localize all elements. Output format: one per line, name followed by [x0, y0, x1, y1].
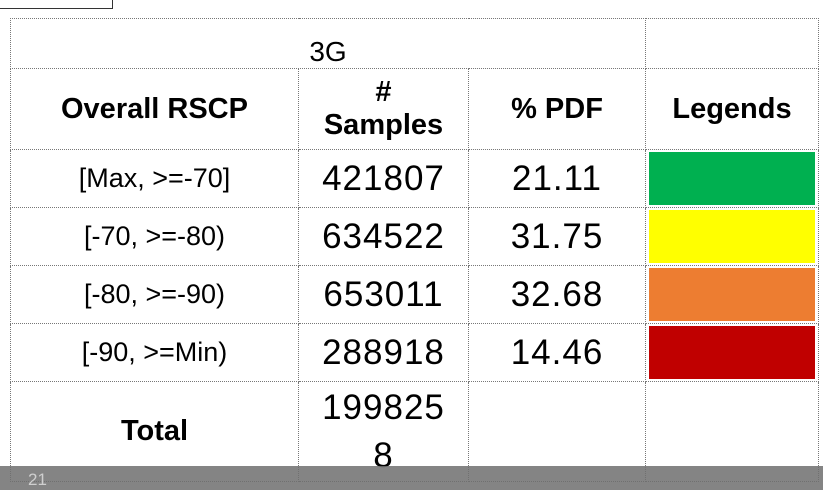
total-samples: 1998258 [322, 387, 445, 475]
samples-cell: 421807 [298, 149, 469, 208]
pdf-cell: 32.68 [468, 265, 646, 324]
legend-cell [645, 149, 819, 208]
header-cell: % PDF [468, 68, 646, 150]
samples-cell: 653011 [298, 265, 469, 324]
page-number: 21 [28, 470, 47, 489]
pdf-cell: 14.46 [468, 323, 646, 382]
data-row: [-80, >=-90) 653011 32.68 [10, 265, 819, 324]
legend-cell [645, 265, 819, 324]
legend-swatch [649, 326, 815, 379]
empty-cell [468, 381, 646, 482]
total-label: Total [10, 381, 299, 482]
header-text: # Samples [323, 76, 444, 141]
legend-swatch [649, 268, 815, 321]
corner-frame [0, 0, 113, 9]
title-row: 3G [10, 18, 819, 69]
header-row: Overall RSCP # Samples % PDF Legends [10, 68, 819, 150]
range-cell: [-90, >=Min) [10, 323, 299, 382]
data-row: [-70, >=-80) 634522 31.75 [10, 207, 819, 266]
range-cell: [Max, >=-70] [10, 149, 299, 208]
legend-swatch [649, 210, 815, 263]
range-cell: [-70, >=-80) [10, 207, 299, 266]
rscp-table: 3G Overall RSCP # Samples % PDF Legends … [10, 18, 819, 482]
legend-cell [645, 207, 819, 266]
data-row: [-90, >=Min) 288918 14.46 [10, 323, 819, 382]
total-cell: 1998258 [298, 381, 469, 482]
pdf-cell: 21.11 [468, 149, 646, 208]
total-row: Total 1998258 [10, 381, 819, 482]
header-cell: Overall RSCP [10, 68, 299, 150]
range-cell: [-80, >=-90) [10, 265, 299, 324]
samples-cell: 288918 [298, 323, 469, 382]
header-cell: Legends [645, 68, 819, 150]
table-title: 3G [10, 18, 646, 69]
empty-cell [645, 18, 819, 69]
footer-bar [0, 466, 823, 490]
table-body: 3G Overall RSCP # Samples % PDF Legends … [10, 18, 819, 482]
samples-cell: 634522 [298, 207, 469, 266]
header-cell: # Samples [298, 68, 469, 150]
legend-cell [645, 323, 819, 382]
pdf-cell: 31.75 [468, 207, 646, 266]
data-row: [Max, >=-70] 421807 21.11 [10, 149, 819, 208]
legend-swatch [649, 152, 815, 205]
